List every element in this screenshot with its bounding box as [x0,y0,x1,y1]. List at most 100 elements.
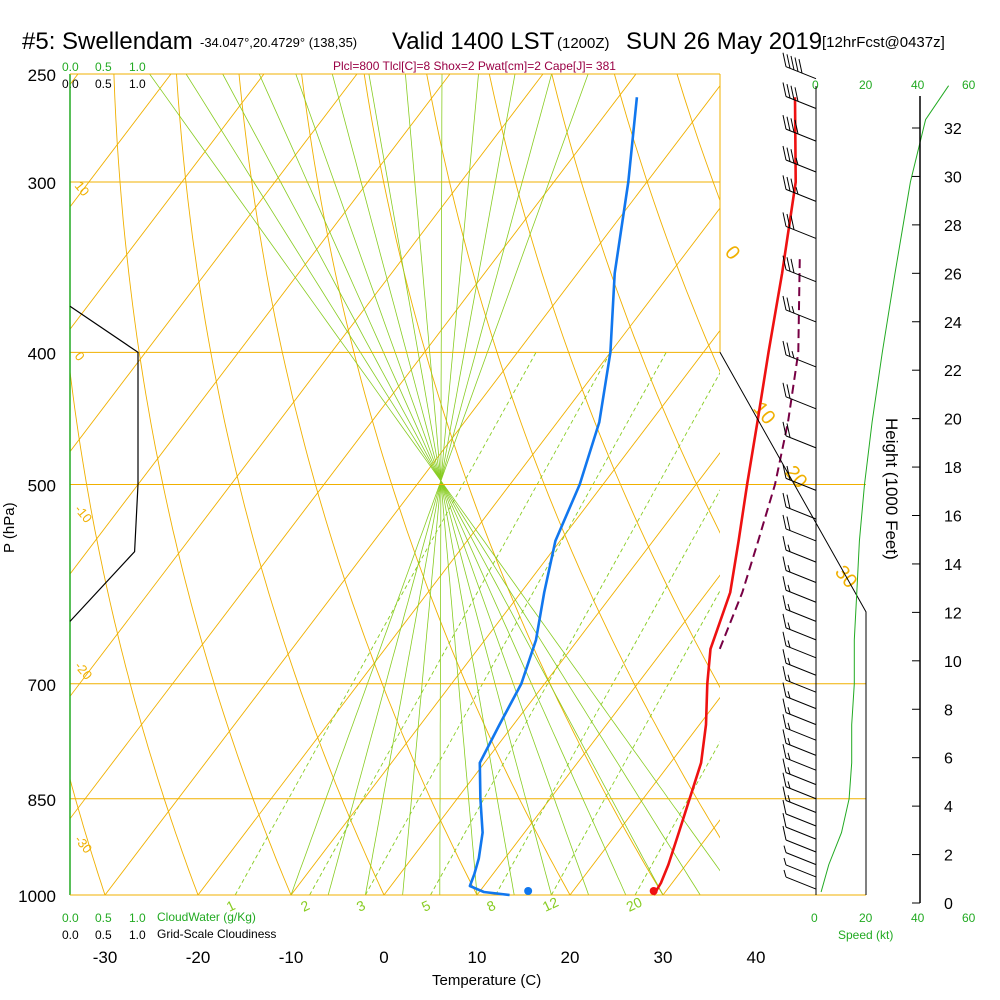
temperature-tick-label: -30 [93,948,118,967]
dry-adiabat-line [70,368,199,895]
cloudiness-top-tick-1: 0.5 [95,77,112,91]
dry-adiabat-line [613,74,720,373]
wind-barb [785,396,817,410]
wind-barb-flag [790,118,795,133]
indices-line: Plcl=800 Tlcl[C]=8 Shox=2 Pwat[cm]=2 Cap… [333,59,616,73]
isotherm-label: -10 [72,502,96,526]
height-tick-label: 20 [944,412,962,429]
height-tick-label: 18 [944,460,962,477]
wind-barb [785,528,817,542]
moist-adiabat-line [331,74,552,895]
x-axis-title: Temperature (C) [432,972,542,989]
wind-barb-flag [786,257,791,272]
temperature-line [652,97,797,896]
temperature-tick-label: 40 [747,948,766,967]
wind-barb [785,354,817,368]
wind-barb-flag [782,595,787,610]
speed-top-tick-2: 40 [911,78,925,92]
mixing-ratio-label: 1 [224,897,238,915]
wind-barb [785,742,817,756]
wind-barb-flag [782,82,787,97]
wind-barb-flag [782,514,787,530]
wind-barb-flag [786,54,791,69]
mixing-ratio-line [495,489,720,895]
wind-barb [785,128,817,142]
cloudiness-bottom-tick-1: 0.5 [95,928,112,942]
mixing-ratio-label: 3 [354,897,368,915]
height-tick-label: 6 [944,751,953,768]
temperature-tick-label: 30 [654,948,673,967]
wind-barb-flag [782,786,787,801]
wind-speed-profile [820,85,950,893]
wind-barb-flag [787,722,791,730]
wind-barb-flag [782,382,787,397]
speed-top-tick-0: 0 [812,78,819,92]
height-tick-label: 0 [944,896,953,913]
wind-barb [785,786,817,800]
wind-barb-flag [787,584,791,593]
dry-adiabat-line [238,74,478,895]
valid-time: Valid 1400 LST [392,28,555,55]
wind-barb-flag [782,175,787,190]
wind-barb-flag [795,157,799,165]
wind-barb [785,66,817,80]
wind-barb-flag [782,772,787,787]
wind-barb-flag [787,544,791,552]
dry-adiabat-line [865,74,1000,895]
wind-barb-flag [782,492,787,508]
wind-barb-flag [787,737,791,746]
wind-barb-flag [787,794,791,803]
pressure-tick-label: 1000 [18,887,56,906]
wind-barb [785,225,817,239]
wind-barb [785,589,817,603]
wind-barb-flag [790,178,795,193]
wind-barb-flag [786,516,791,531]
temperature-tick-label: 0 [379,948,388,967]
wind-barb-flag [790,55,795,71]
cloudwater-top-tick-1: 0.5 [95,60,112,74]
height-tick-label: 2 [944,848,953,865]
wind-barb-flag [782,613,787,628]
wind-barb [785,839,817,853]
wind-barb-flag [790,258,795,273]
wind-barb-flag [782,340,787,356]
speed-bottom-tick-0: 0 [811,911,818,925]
parcel-line [718,256,801,650]
cloudwater-top-tick-0: 0.0 [62,60,79,74]
wind-barb-flag [782,758,787,773]
moist-adiabat-line [185,74,701,895]
dewpoint-line [468,97,639,897]
wind-barb-flag [782,698,787,713]
wind-barb-flag [782,825,787,841]
height-tick-label: 10 [944,654,962,671]
temperature-tick-label: -10 [279,948,304,967]
mixing-ratio-line [551,589,720,895]
wind-barb-flag [783,869,787,878]
boundary-line [719,352,867,895]
wind-barb-flag [794,57,799,72]
wind-barb-flag [795,187,799,195]
temperature-tick-label: 10 [468,948,487,967]
dry-adiabat-line [426,74,720,839]
station-coords: -34.047°,20.4729° (138,35) [200,35,358,50]
wind-barb-flag [787,674,791,682]
wind-barb-flag [786,465,791,481]
wind-barb-flag [787,564,791,573]
wind-barb [785,712,817,726]
wind-barb [785,435,817,449]
speed-bottom-tick-3: 60 [962,911,976,925]
mixing-ratio-line [430,371,720,895]
wind-barb-flag [787,691,791,699]
wind-barb-flag [787,657,791,665]
wind-barb-flag [782,649,787,664]
wind-barb-flag [791,306,795,314]
wind-barb-flag [782,729,787,744]
height-tick-label: 14 [944,557,962,574]
wind-barb-flag [790,85,795,100]
dry-adiabat-line [176,74,385,895]
wind-barb-flag [782,631,787,646]
moist-adiabat-line [368,74,515,895]
dewpoint-surface-marker [524,887,533,895]
wind-barb-flag [783,857,787,866]
